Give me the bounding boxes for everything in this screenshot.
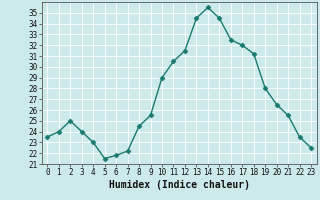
X-axis label: Humidex (Indice chaleur): Humidex (Indice chaleur) — [109, 180, 250, 190]
